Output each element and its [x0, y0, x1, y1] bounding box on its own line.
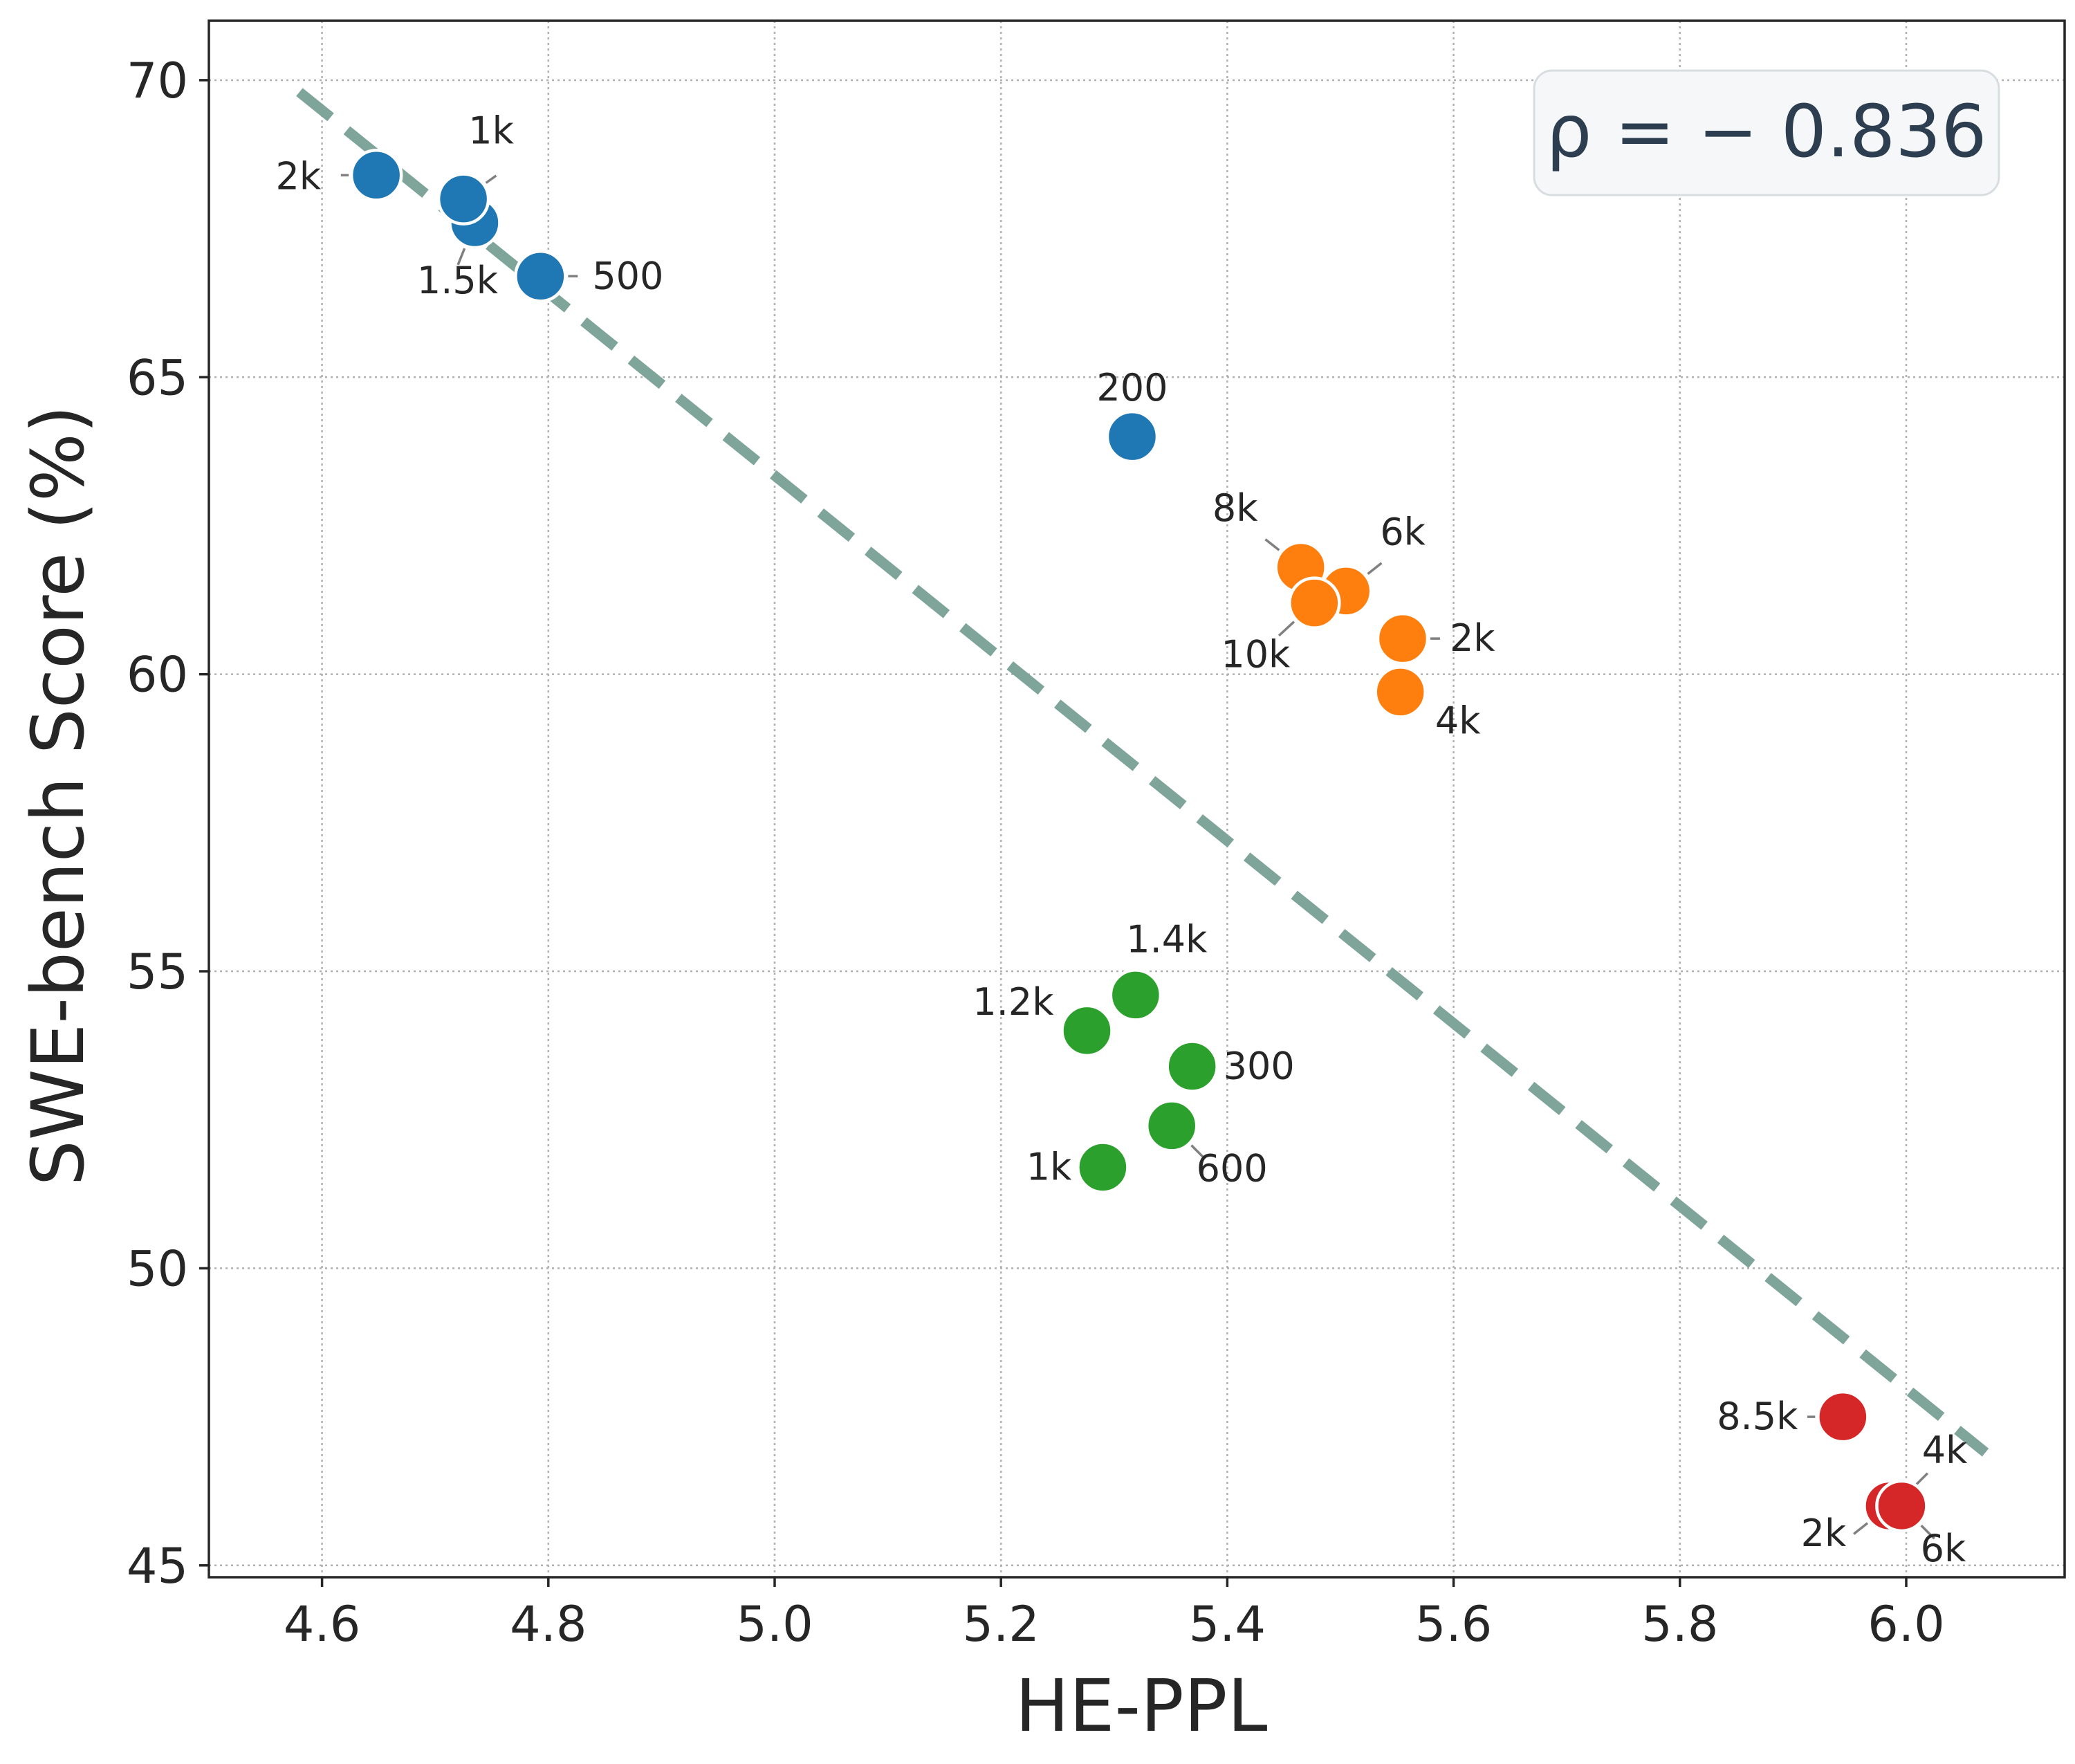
label-leader — [1278, 621, 1295, 637]
point-label: 1.2k — [972, 980, 1054, 1024]
data-point — [1875, 1479, 1928, 1533]
axes: 4.6 4.8 5.0 5.2 5.4 5.6 5.8 6.0 45 50 55 60 65 70 — [127, 19, 2066, 1653]
point-label: 200 — [1096, 366, 1168, 410]
point-label: 4k — [1922, 1428, 1968, 1472]
data-point — [1288, 576, 1341, 630]
point-label: 300 — [1224, 1044, 1295, 1087]
data-point — [1376, 612, 1430, 665]
point-label: 600 — [1197, 1146, 1268, 1190]
data-point — [1109, 968, 1163, 1022]
data-point — [349, 149, 403, 202]
y-tick-label: 50 — [127, 1240, 188, 1297]
point-label: 10k — [1221, 633, 1291, 677]
x-tick-label: 4.6 — [284, 1596, 360, 1653]
data-point — [1105, 410, 1159, 463]
x-tick-label: 5.2 — [963, 1596, 1040, 1653]
correlation-text: ρ = − 0.836 — [1546, 89, 1986, 174]
label-leader — [1853, 1522, 1869, 1535]
point-label: 1k — [468, 109, 514, 153]
point-label: 2k — [275, 154, 321, 198]
x-tick-label: 5.4 — [1189, 1596, 1266, 1653]
data-point — [1374, 665, 1427, 719]
point-labels: 2k 1.5k 1k 500 200 8k 6k 10k 2k 4k 1.4k 1.2k 300 600 1… — [275, 109, 1968, 1570]
y-tick-label: 70 — [127, 53, 188, 109]
point-label: 8k — [1212, 486, 1258, 530]
label-leader — [1367, 562, 1383, 576]
label-leader — [1190, 1144, 1206, 1159]
data-point — [514, 250, 567, 303]
point-label: 6k — [1921, 1527, 1966, 1570]
correlation-annotation: ρ = − 0.836 — [1533, 69, 2000, 196]
label-leader — [456, 248, 466, 266]
data-points — [349, 149, 1928, 1533]
label-leader — [1920, 1524, 1935, 1540]
point-label: 8.5k — [1717, 1395, 1798, 1438]
y-tick-label: 45 — [127, 1538, 188, 1595]
data-point — [1165, 1040, 1219, 1093]
x-axis-title: HE-PPL — [1015, 1664, 1268, 1748]
point-label: 1.5k — [417, 259, 499, 302]
x-tick-label: 6.0 — [1868, 1596, 1944, 1653]
label-leader — [485, 174, 497, 184]
data-point — [1060, 1004, 1114, 1058]
x-tick-label: 5.8 — [1641, 1596, 1718, 1653]
data-point — [1816, 1390, 1870, 1444]
label-leader — [1264, 538, 1280, 551]
data-point — [1076, 1141, 1129, 1194]
point-label: 4k — [1435, 699, 1481, 742]
x-tick-label: 5.0 — [736, 1596, 813, 1653]
point-label: 500 — [592, 254, 663, 297]
point-label: 2k — [1450, 616, 1495, 660]
y-tick-label: 60 — [127, 647, 188, 704]
y-axis-title: SWE-bench Score (%) — [16, 405, 100, 1186]
y-tick-label: 65 — [127, 349, 188, 406]
point-label: 1.4k — [1126, 917, 1208, 961]
correlation-box — [1533, 69, 2000, 196]
point-label: 1k — [1026, 1145, 1072, 1188]
point-label: 6k — [1380, 510, 1426, 553]
grid-lines — [209, 21, 2065, 1577]
y-tick-label: 55 — [127, 944, 188, 1000]
x-tick-label: 4.8 — [510, 1596, 587, 1653]
plot-frame — [208, 19, 2066, 1579]
point-label: 2k — [1801, 1512, 1847, 1555]
data-point — [436, 172, 490, 226]
data-point — [1145, 1099, 1199, 1152]
x-tick-label: 5.6 — [1415, 1596, 1492, 1653]
